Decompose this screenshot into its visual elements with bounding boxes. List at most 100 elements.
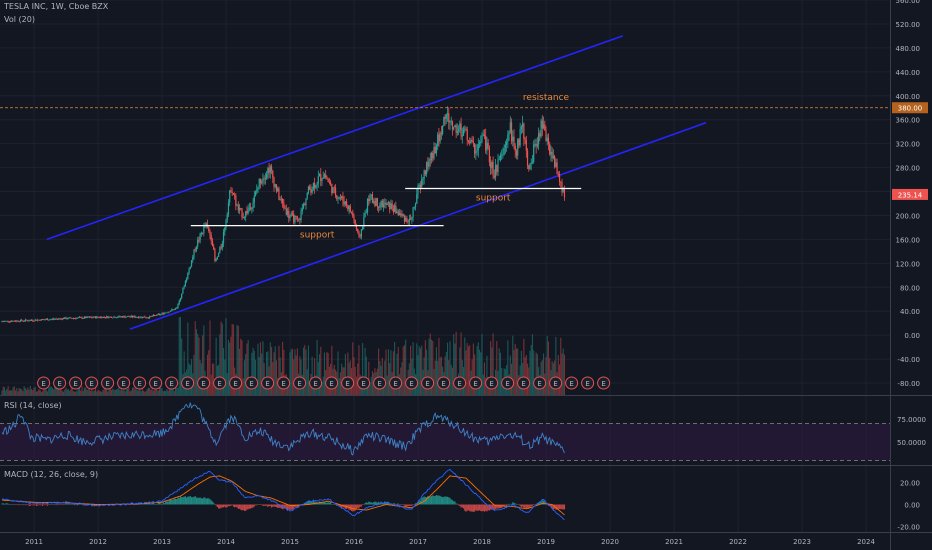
macd-pane[interactable] <box>1 468 566 521</box>
candle-body <box>70 317 72 319</box>
candle-body <box>145 317 147 319</box>
rsi-pane[interactable] <box>0 402 890 461</box>
macd-histogram-bar <box>98 504 100 507</box>
earnings-marker <box>565 376 579 390</box>
macd-histogram-bar <box>386 502 388 505</box>
macd-histogram-bar <box>64 504 66 505</box>
candle-body <box>474 143 476 154</box>
trend-channel[interactable] <box>46 35 707 330</box>
macd-histogram-bar <box>332 504 334 505</box>
volume-bar <box>295 355 297 395</box>
volume-legend[interactable]: Vol (20) <box>4 15 35 24</box>
macd-histogram-bar <box>150 504 152 505</box>
volume-bar <box>44 386 46 395</box>
volume-bar <box>161 388 163 395</box>
macd-legend[interactable]: MACD (12, 26, close, 9) <box>4 470 99 479</box>
macd-histogram-bar <box>398 504 401 506</box>
candle-body <box>29 320 31 321</box>
symbol-legend[interactable]: TESLA INC, 1W, Cboe BZX <box>4 2 109 11</box>
volume-bar <box>34 386 36 395</box>
volume-bar <box>194 321 196 395</box>
volume-bar <box>78 386 81 395</box>
candle-body <box>406 217 408 222</box>
candle-body <box>411 216 413 220</box>
candle-body <box>363 217 365 228</box>
macd-histogram-bar <box>33 504 35 506</box>
macd-histogram-bar <box>10 504 12 505</box>
candle-body <box>416 194 418 204</box>
macd-histogram-bar <box>323 502 326 505</box>
macd-histogram-bar <box>454 501 456 505</box>
rsi-legend[interactable]: RSI (14, close) <box>4 401 62 410</box>
price-tick-label: 280.00 <box>896 165 921 173</box>
macd-histogram-bar <box>333 504 335 505</box>
macd-histogram-bar <box>427 495 429 505</box>
macd-histogram-bar <box>245 504 247 511</box>
level-lines[interactable]: support support resistance <box>0 93 890 241</box>
candle-body <box>560 181 562 183</box>
candle-body <box>408 218 410 222</box>
macd-histogram-bar <box>254 504 257 506</box>
macd-histogram-bar <box>16 504 18 505</box>
candle-body <box>358 231 360 236</box>
volume-bar <box>140 391 142 395</box>
volume-bar <box>530 344 532 395</box>
earnings-marker-label: E <box>121 380 125 388</box>
candle-body <box>421 179 423 188</box>
macd-histogram-bar <box>224 504 226 507</box>
macd-histogram-bar <box>518 504 520 505</box>
candle-body <box>410 218 412 220</box>
macd-histogram-bar <box>507 504 509 505</box>
macd-histogram-bar <box>202 498 204 505</box>
macd-histogram-bar <box>339 504 342 507</box>
macd-histogram-bar <box>556 504 558 510</box>
macd-histogram-bar <box>250 504 252 509</box>
volume-bar <box>170 388 172 395</box>
candle-body <box>435 146 438 154</box>
macd-histogram-bar <box>460 504 462 508</box>
macd-histogram-bar <box>517 503 519 505</box>
price-candles[interactable] <box>1 106 566 323</box>
volume-bar <box>65 387 67 395</box>
candle-body <box>279 199 281 200</box>
candle-body <box>134 316 136 318</box>
candle-body <box>412 207 414 217</box>
macd-histogram-bar <box>550 504 552 507</box>
volume-bar <box>130 390 132 395</box>
candle-body <box>184 281 186 287</box>
macd-histogram-bar <box>560 504 562 510</box>
candle-body <box>525 139 527 151</box>
candle-body <box>270 166 273 171</box>
volume-bar <box>61 390 63 395</box>
candle-body <box>17 320 19 322</box>
macd-histogram-bar <box>17 504 19 505</box>
volume-bar <box>326 352 328 395</box>
candle-body <box>485 136 487 151</box>
volume-bar <box>459 347 461 395</box>
candle-body <box>61 318 63 320</box>
candle-body <box>214 249 216 261</box>
macd-histogram-bar <box>163 503 166 505</box>
volume-bar <box>536 354 538 395</box>
candle-body <box>432 152 434 159</box>
volume-bar <box>338 378 340 395</box>
macd-histogram-bar <box>426 497 428 505</box>
macd-histogram-bar <box>291 504 294 510</box>
candle-body <box>414 203 417 208</box>
candle-body <box>405 217 407 222</box>
chart-axes[interactable]: 560.00 520.00 480.00 440.00 400.00 360.00 320.… <box>25 0 928 546</box>
earnings-marker <box>85 376 99 390</box>
volume-bar <box>364 347 366 395</box>
candle-body <box>216 256 218 260</box>
macd-histogram-bar <box>293 504 295 509</box>
candle-body <box>112 317 114 319</box>
candle-body <box>90 316 92 318</box>
macd-histogram-bar <box>170 499 172 505</box>
macd-histogram-bar <box>263 504 265 506</box>
macd-histogram-bar <box>19 504 22 505</box>
candle-body <box>487 142 489 149</box>
candle-body <box>120 316 122 318</box>
volume-bar <box>66 389 68 395</box>
